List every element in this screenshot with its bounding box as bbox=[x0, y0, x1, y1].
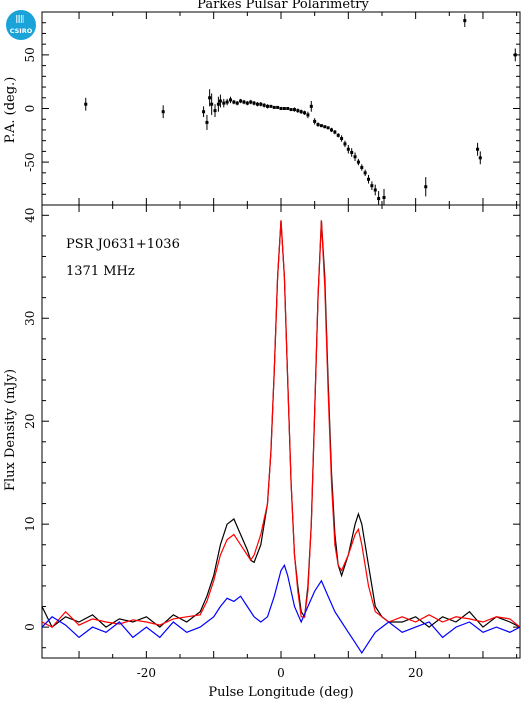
pa-point bbox=[259, 102, 263, 106]
pa-point bbox=[269, 104, 273, 108]
flux-ylabel: Flux Density (mJy) bbox=[3, 369, 18, 491]
pa-point bbox=[208, 96, 212, 100]
flux-xtick-label: 20 bbox=[408, 666, 423, 680]
pa-axis-ticks: -50 0 50 bbox=[23, 12, 520, 205]
flux-series-0 bbox=[42, 220, 520, 629]
flux-xtick-label: -20 bbox=[137, 666, 156, 680]
pa-point bbox=[373, 188, 377, 192]
pa-point bbox=[202, 110, 206, 114]
flux-axis-ticks: 0 10 20 30 40 -20 0 20 bbox=[23, 205, 520, 680]
pa-point bbox=[235, 101, 239, 105]
pa-point bbox=[255, 102, 259, 106]
pa-point bbox=[343, 142, 347, 146]
pa-point bbox=[346, 147, 350, 151]
pa-point bbox=[239, 99, 243, 103]
pa-ytick-label: 50 bbox=[23, 47, 37, 62]
pa-point bbox=[424, 185, 428, 189]
pa-point bbox=[282, 107, 286, 110]
flux-ytick-label: 10 bbox=[23, 517, 37, 532]
pa-point bbox=[478, 156, 482, 160]
pa-point bbox=[292, 108, 296, 112]
pa-point bbox=[279, 107, 283, 110]
pa-point bbox=[232, 100, 236, 104]
chart-title: Parkes Pulsar Polarimetry bbox=[197, 0, 369, 12]
pa-point bbox=[323, 125, 327, 129]
pa-point bbox=[513, 53, 517, 57]
pa-point bbox=[266, 104, 270, 108]
pa-point bbox=[262, 103, 266, 107]
pa-ytick-label: 0 bbox=[23, 105, 37, 113]
csiro-logo: ||||| CSIRO bbox=[6, 10, 36, 40]
pa-point bbox=[319, 124, 323, 128]
pa-point bbox=[313, 119, 317, 123]
pa-point bbox=[242, 100, 246, 104]
annotation-frequency: 1371 MHz bbox=[66, 264, 135, 279]
pa-point bbox=[353, 155, 357, 159]
pa-point bbox=[333, 130, 337, 134]
pa-point bbox=[350, 150, 354, 154]
flux-xtick-label: 0 bbox=[277, 666, 285, 680]
pa-point bbox=[205, 120, 209, 124]
pa-point bbox=[463, 19, 467, 23]
pa-point bbox=[299, 110, 303, 114]
pa-point bbox=[340, 137, 344, 141]
pa-point bbox=[272, 105, 276, 109]
pa-point bbox=[363, 171, 367, 175]
pa-point bbox=[356, 160, 360, 164]
pa-point bbox=[289, 108, 293, 112]
pa-point bbox=[306, 113, 310, 117]
pa-point bbox=[316, 123, 320, 127]
pa-point bbox=[303, 111, 307, 115]
flux-series-group bbox=[42, 220, 520, 655]
annotation-psr: PSR J0631+1036 bbox=[66, 237, 180, 252]
pa-point bbox=[309, 104, 313, 108]
pa-point bbox=[249, 100, 253, 104]
flux-ytick-label: 30 bbox=[23, 311, 37, 326]
pa-point bbox=[286, 107, 290, 110]
pa-point bbox=[377, 197, 381, 201]
flux-ytick-label: 40 bbox=[23, 208, 37, 223]
pa-point bbox=[213, 109, 217, 113]
pa-point bbox=[225, 100, 229, 104]
pa-point bbox=[222, 101, 226, 105]
pa-points bbox=[84, 14, 517, 205]
flux-series-2 bbox=[42, 563, 520, 655]
pa-point bbox=[370, 184, 374, 188]
pa-point bbox=[245, 101, 249, 105]
pa-point bbox=[329, 128, 333, 132]
pa-point bbox=[296, 109, 300, 113]
pa-point bbox=[210, 102, 214, 106]
pa-point bbox=[326, 126, 330, 130]
flux-series-1 bbox=[42, 220, 520, 628]
pa-point bbox=[216, 102, 220, 106]
pa-point bbox=[229, 98, 233, 102]
logo-bars-icon: ||||| bbox=[15, 14, 25, 23]
logo-text: CSIRO bbox=[9, 27, 33, 35]
flux-ytick-label: 20 bbox=[23, 414, 37, 429]
pa-point bbox=[161, 110, 165, 114]
flux-ytick-label: 0 bbox=[23, 623, 37, 631]
pa-point bbox=[360, 165, 364, 169]
pa-point bbox=[476, 147, 480, 151]
pa-point bbox=[336, 133, 340, 137]
pa-point bbox=[276, 105, 280, 109]
pa-ylabel: P.A. (deg.) bbox=[3, 77, 18, 144]
pa-point bbox=[367, 177, 371, 181]
pa-point bbox=[252, 101, 256, 105]
flux-xlabel: Pulse Longitude (deg) bbox=[208, 685, 353, 700]
pa-ytick-label: -50 bbox=[23, 152, 37, 171]
pa-point bbox=[84, 102, 88, 106]
pa-point bbox=[218, 99, 222, 103]
pa-point bbox=[382, 195, 386, 199]
